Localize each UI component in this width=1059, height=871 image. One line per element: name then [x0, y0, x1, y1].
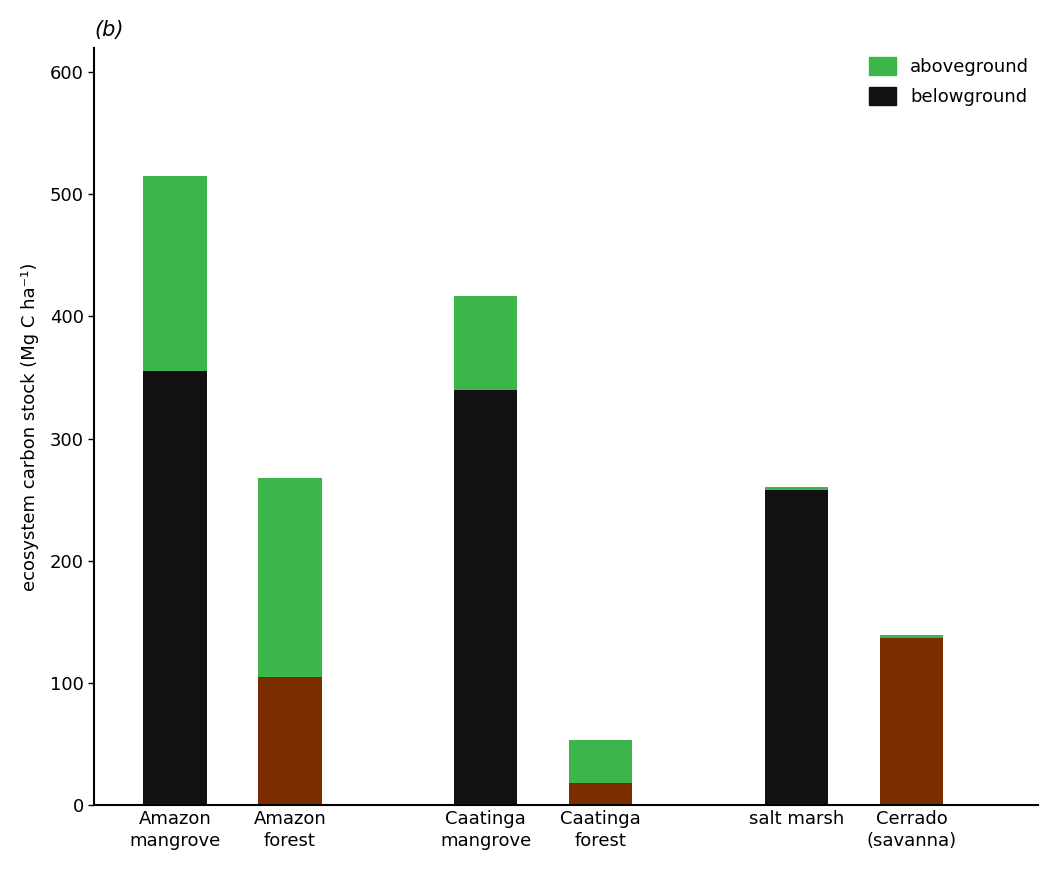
Bar [143, 176, 207, 371]
Bar [765, 490, 828, 805]
Bar [765, 488, 828, 490]
Bar [880, 638, 944, 805]
Bar [258, 477, 322, 677]
Bar [454, 295, 518, 389]
Bar [143, 371, 207, 805]
Y-axis label: ecosystem carbon stock (Mg C ha⁻¹): ecosystem carbon stock (Mg C ha⁻¹) [21, 262, 39, 591]
Legend: aboveground, belowground: aboveground, belowground [868, 57, 1029, 106]
Bar [258, 677, 322, 805]
Bar [880, 635, 944, 638]
Bar [569, 783, 632, 805]
Bar [569, 740, 632, 783]
Text: (b): (b) [94, 20, 124, 40]
Bar [454, 389, 518, 805]
